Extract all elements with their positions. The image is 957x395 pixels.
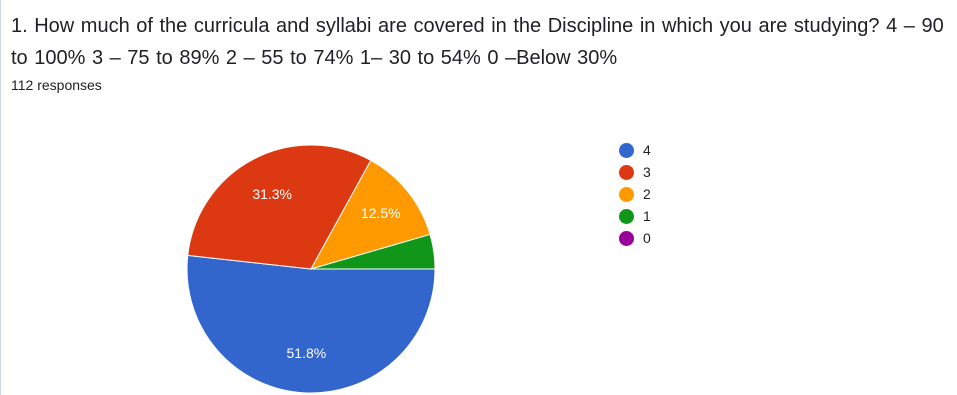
question-title: 1. How much of the curricula and syllabi… — [11, 15, 944, 69]
legend-label-1: 1 — [643, 208, 651, 224]
legend-label-2: 2 — [643, 186, 651, 202]
legend-swatch-0 — [619, 230, 634, 246]
legend-label-4: 4 — [643, 142, 651, 158]
pie-slice-3[interactable] — [187, 144, 372, 270]
data-label-4: 51.8% — [287, 345, 327, 361]
legend: 4 3 2 1 0 — [619, 139, 651, 249]
pie-slice-4[interactable] — [186, 254, 436, 394]
legend-label-3: 3 — [643, 164, 651, 180]
legend-label-0: 0 — [643, 230, 651, 246]
legend-item-0[interactable]: 0 — [619, 227, 651, 249]
data-label-3: 31.3% — [252, 186, 292, 202]
legend-item-2[interactable]: 2 — [619, 183, 651, 205]
legend-item-3[interactable]: 3 — [619, 161, 651, 183]
response-count: 112 responses — [11, 77, 102, 93]
pie-slice-2[interactable] — [309, 159, 431, 270]
legend-swatch-4 — [619, 142, 634, 158]
legend-item-1[interactable]: 1 — [619, 205, 651, 227]
data-label-2: 12.5% — [361, 205, 401, 221]
legend-swatch-3 — [619, 164, 634, 180]
legend-swatch-1 — [619, 208, 634, 224]
legend-item-4[interactable]: 4 — [619, 139, 651, 161]
pie-slice-1[interactable] — [310, 233, 436, 270]
legend-swatch-2 — [619, 186, 634, 202]
